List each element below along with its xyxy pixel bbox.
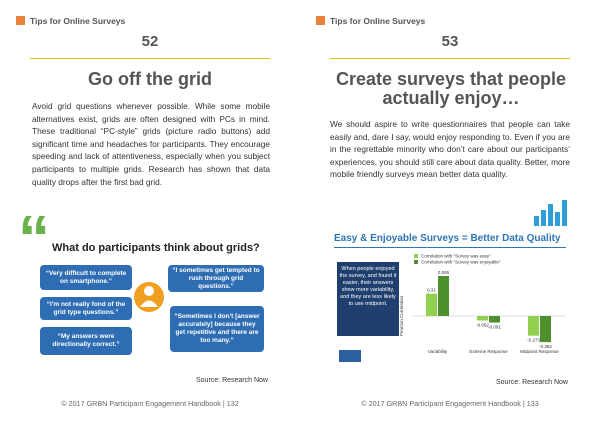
bar <box>426 293 437 316</box>
bar <box>489 316 500 323</box>
logo <box>339 350 361 362</box>
quote: “My answers were directionally correct.” <box>40 327 132 355</box>
bar <box>438 276 449 316</box>
page-number: 53 <box>441 33 459 50</box>
legend-label: Correlation with "Survey was easy" <box>421 254 491 259</box>
bar-chart: Pearson Correlation Correlation with "Sur… <box>399 254 565 354</box>
value-label: 0.555 <box>438 270 450 275</box>
footer: © 2017 GRBN Participant Engagement Handb… <box>61 399 239 408</box>
value-label: -0.273 <box>527 338 540 343</box>
value-label: 0.31 <box>427 288 436 293</box>
person-icon <box>134 282 164 312</box>
quote: “Sometimes I don't [answer accurately] b… <box>170 306 264 352</box>
legend-swatch <box>414 254 418 258</box>
bar <box>528 316 539 336</box>
rule <box>330 58 570 59</box>
header: Tips for Online Surveys <box>330 16 426 26</box>
figure-title: Easy & Enjoyable Surveys = Better Data Q… <box>334 233 561 244</box>
figure-title: What do participants think about grids? <box>52 242 260 254</box>
value-label: -0.362 <box>539 344 552 349</box>
quote-mark: “ <box>18 212 50 248</box>
page-title: Go off the grid <box>88 69 212 89</box>
category-label: Midpoint Response <box>520 349 559 354</box>
category-label: Variability <box>428 349 448 354</box>
value-label: -0.091 <box>488 325 501 330</box>
paragraph: We should aspire to write questionnaires… <box>330 119 570 180</box>
header-icon <box>316 16 325 25</box>
chart-icon <box>534 200 567 226</box>
page-title: Create surveys that people actually enjo… <box>335 69 567 108</box>
y-axis-label: Pearson Correlation <box>399 295 404 336</box>
legend-label: Correlation with "Survey was enjoyable" <box>421 260 501 265</box>
rule <box>30 58 270 59</box>
quote: “Very difficult to complete on smartphon… <box>40 265 132 290</box>
bar <box>540 316 551 343</box>
paragraph: Avoid grid questions whenever possible. … <box>32 101 270 187</box>
category-label: Extreme Response <box>469 349 508 354</box>
note: When people enjoyed the survey, and foun… <box>337 262 399 336</box>
source: Source: Research Now <box>496 379 568 386</box>
source: Source: Research Now <box>196 377 268 384</box>
value-label: -0.062 <box>476 322 489 327</box>
quote: “I sometimes get tempted to rush through… <box>168 265 264 292</box>
header: Tips for Online Surveys <box>30 16 126 26</box>
bar <box>477 316 488 321</box>
quote: “I'm not really fond of the grid type qu… <box>40 297 132 320</box>
rule <box>334 247 566 248</box>
footer: © 2017 GRBN Participant Engagement Handb… <box>361 399 539 408</box>
legend-swatch <box>414 260 418 264</box>
svg-text:“: “ <box>18 212 50 248</box>
page-number: 52 <box>141 33 159 50</box>
header-icon <box>16 16 25 25</box>
